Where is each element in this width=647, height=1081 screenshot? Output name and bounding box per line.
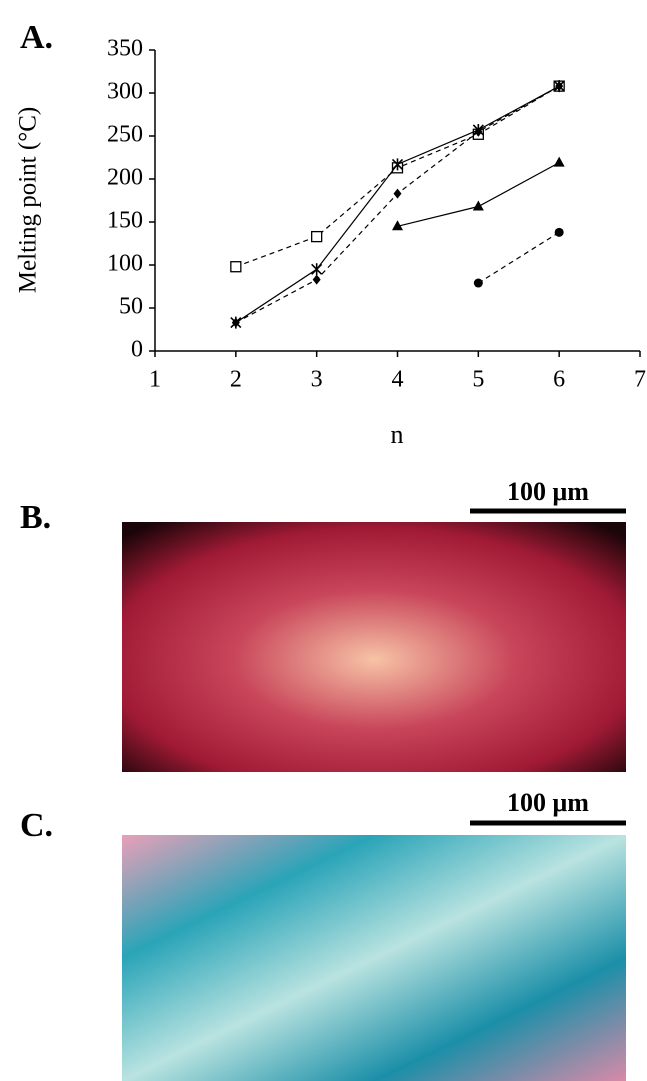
y-tick-label: 350 — [107, 36, 143, 62]
marker — [555, 228, 564, 237]
marker — [312, 263, 322, 275]
series-line — [236, 86, 559, 323]
panel-label: C. — [20, 807, 53, 844]
x-tick-label: 4 — [392, 367, 404, 393]
panel-label: B. — [20, 499, 51, 536]
y-tick-label: 250 — [107, 122, 143, 148]
x-axis-label: n — [391, 420, 404, 449]
marker — [312, 232, 322, 242]
y-tick-label: 50 — [119, 294, 143, 320]
micrograph — [122, 522, 626, 772]
x-tick-label: 1 — [149, 367, 161, 393]
series-line — [236, 86, 559, 323]
y-tick-label: 100 — [107, 251, 143, 277]
marker — [474, 279, 483, 288]
panel-label: A. — [20, 19, 53, 56]
y-tick-label: 0 — [131, 337, 143, 363]
marker — [313, 275, 321, 285]
x-tick-label: 3 — [311, 367, 323, 393]
scale-bar-label: 100 μm — [507, 788, 589, 817]
y-tick-label: 300 — [107, 79, 143, 105]
x-tick-label: 2 — [230, 367, 242, 393]
x-tick-label: 7 — [634, 367, 646, 393]
marker — [554, 157, 565, 167]
y-axis-label: Melting point (°C) — [15, 107, 42, 293]
series-line — [236, 86, 559, 267]
series-line — [398, 163, 560, 227]
marker — [473, 201, 484, 211]
scale-bar-label: 100 μm — [507, 477, 589, 506]
x-tick-label: 5 — [472, 367, 484, 393]
micrograph — [122, 835, 626, 1081]
series-line — [478, 232, 559, 283]
marker — [394, 189, 402, 199]
y-tick-label: 150 — [107, 208, 143, 234]
marker — [231, 262, 241, 272]
figure: A. Melting point (°C) n B. 100 μm C. 100… — [0, 0, 647, 1081]
y-tick-label: 200 — [107, 165, 143, 191]
x-tick-label: 6 — [553, 367, 565, 393]
